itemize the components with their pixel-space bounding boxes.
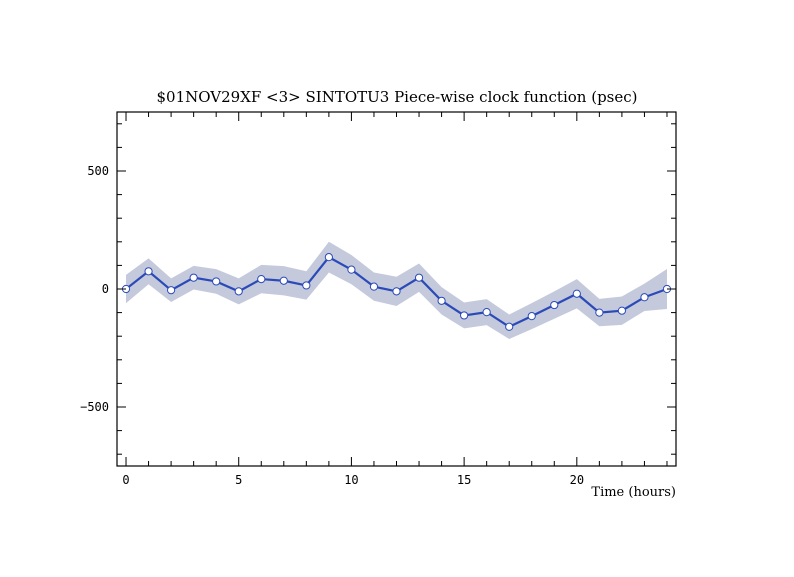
- data-point: [482, 308, 491, 317]
- data-point: [369, 282, 379, 291]
- x-tick-label: 5: [235, 473, 242, 487]
- data-point: [324, 253, 333, 262]
- x-tick-label: 15: [457, 473, 471, 487]
- y-tick-label: −500: [80, 400, 109, 414]
- axes: 0 5 10 15 20 −500 0 500: [80, 111, 677, 487]
- data-point: [617, 306, 627, 315]
- x-tick-label: 20: [570, 473, 584, 487]
- data-point: [460, 311, 469, 320]
- data-point: [257, 274, 266, 284]
- data-point: [550, 300, 559, 310]
- data-point: [595, 308, 604, 317]
- chart-title: $01NOV29XF <3> SINTOTU3 Piece-wise clock…: [156, 88, 637, 106]
- data-point-layer: [121, 253, 672, 331]
- data-point: [302, 281, 311, 290]
- data-point: [392, 287, 401, 296]
- data-point: [144, 267, 153, 276]
- data-point: [234, 287, 243, 296]
- x-tick-label: 10: [344, 473, 358, 487]
- data-point: [640, 293, 649, 302]
- data-point: [347, 265, 356, 274]
- data-point: [279, 276, 288, 285]
- data-point: [437, 296, 446, 305]
- data-point: [166, 286, 176, 295]
- data-point: [572, 289, 581, 298]
- data-point: [189, 273, 198, 282]
- x-tick-label: 0: [122, 473, 129, 487]
- y-tick-label: 500: [87, 164, 109, 178]
- y-tick-label: 0: [102, 282, 109, 296]
- data-point: [212, 277, 221, 286]
- data-point: [527, 312, 536, 321]
- x-axis-label: Time (hours): [591, 485, 676, 500]
- data-point: [505, 322, 514, 331]
- data-point: [414, 273, 424, 282]
